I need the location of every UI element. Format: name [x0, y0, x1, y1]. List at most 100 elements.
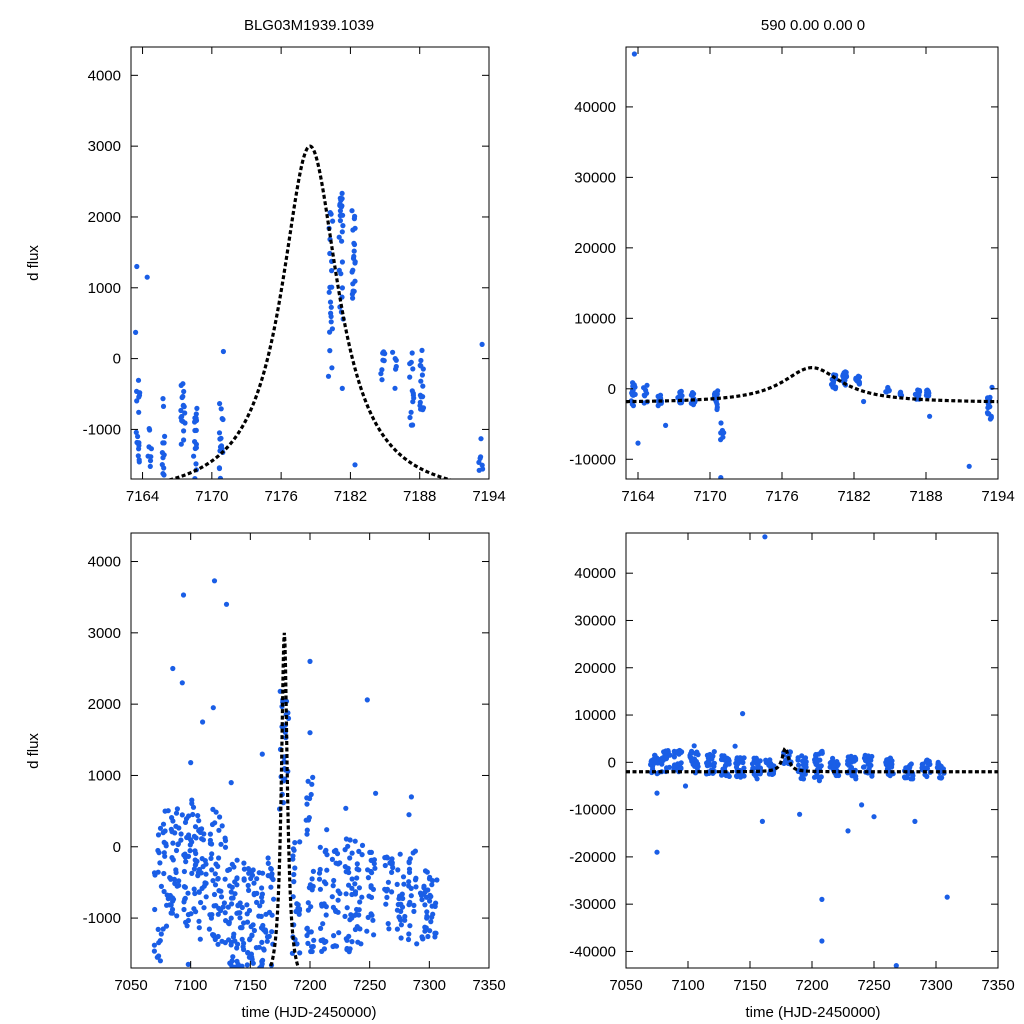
data-point: [225, 867, 231, 874]
data-point: [351, 248, 357, 254]
x-tick-label: 7170: [195, 488, 228, 505]
data-point: [191, 453, 197, 459]
data-point: [196, 918, 202, 924]
data-point: [379, 367, 385, 373]
x-tick-label: 7300: [413, 977, 446, 994]
data-point: [147, 427, 153, 433]
data-point: [359, 842, 366, 849]
data-point: [412, 848, 418, 854]
data-point: [263, 911, 269, 917]
data-point: [373, 790, 379, 796]
data-point: [185, 890, 191, 896]
data-point: [192, 890, 198, 897]
data-point: [133, 429, 139, 435]
data-point: [368, 849, 374, 856]
data-point: [248, 924, 254, 930]
data-point: [216, 905, 222, 912]
data-point: [350, 295, 356, 301]
data-point: [136, 409, 142, 415]
x-tick-label: 7164: [126, 488, 159, 505]
data-point: [370, 917, 376, 923]
data-point: [259, 939, 265, 946]
data-point: [424, 909, 430, 915]
data-point: [663, 755, 670, 761]
data-point: [201, 905, 207, 911]
data-point: [902, 775, 908, 781]
y-tick-label: 30000: [574, 169, 616, 186]
data-point: [209, 851, 215, 857]
data-point: [410, 422, 416, 428]
data-point: [678, 766, 684, 772]
data-point: [155, 926, 161, 933]
data-point: [229, 901, 235, 907]
data-point: [307, 795, 313, 802]
x-tick-label: 7188: [909, 488, 942, 505]
data-point: [171, 876, 177, 882]
data-point: [241, 860, 247, 866]
data-point: [737, 755, 743, 761]
data-point: [159, 450, 165, 456]
x-tick-label: 7250: [857, 977, 890, 994]
data-point: [405, 936, 412, 943]
data-point: [188, 911, 194, 917]
data-point: [217, 475, 223, 479]
data-point: [181, 906, 187, 913]
data-point: [402, 913, 408, 920]
data-point: [268, 866, 274, 872]
data-point: [237, 900, 243, 906]
data-point: [307, 882, 313, 888]
data-point: [329, 268, 335, 274]
data-point: [339, 196, 345, 202]
data-point: [389, 889, 395, 895]
data-point: [769, 762, 776, 769]
data-points: [151, 578, 440, 968]
data-point: [342, 847, 348, 853]
panel-title-left: BLG03M1939.1039: [244, 17, 374, 34]
data-point: [819, 938, 825, 944]
data-point: [893, 963, 899, 968]
data-point: [347, 837, 353, 843]
data-point: [239, 904, 245, 911]
data-point: [649, 764, 656, 770]
data-point: [260, 870, 266, 876]
data-point: [766, 759, 772, 765]
data-point: [671, 764, 678, 771]
data-point: [180, 403, 186, 409]
data-point: [181, 388, 187, 395]
data-point: [182, 884, 188, 890]
data-point: [339, 229, 345, 235]
data-point: [256, 913, 262, 919]
data-point: [406, 812, 412, 818]
y-tick-label: 0: [608, 754, 616, 771]
data-point: [321, 879, 327, 885]
data-point: [259, 894, 265, 900]
data-point: [292, 865, 298, 871]
data-point: [339, 285, 345, 291]
data-point: [350, 288, 356, 294]
data-point: [384, 894, 390, 901]
plot-frame: [130, 46, 490, 480]
data-point: [215, 941, 221, 947]
data-point: [259, 751, 265, 757]
x-tick-label: 7200: [293, 977, 326, 994]
data-point: [344, 937, 350, 943]
data-point: [718, 420, 724, 426]
data-point: [386, 926, 392, 932]
data-point: [351, 241, 358, 248]
data-point: [757, 765, 764, 771]
data-point: [170, 665, 176, 672]
data-point: [354, 906, 360, 913]
data-point: [307, 730, 313, 736]
data-point: [180, 592, 187, 598]
data-point: [394, 881, 400, 888]
data-point: [216, 888, 222, 894]
data-point: [400, 895, 406, 902]
data-point: [308, 929, 314, 935]
data-point: [137, 390, 143, 396]
data-point: [349, 885, 355, 891]
data-point: [408, 893, 414, 899]
x-tick-label: 7164: [621, 488, 654, 505]
data-point: [160, 440, 166, 446]
data-point: [226, 920, 232, 926]
data-point: [784, 759, 790, 766]
